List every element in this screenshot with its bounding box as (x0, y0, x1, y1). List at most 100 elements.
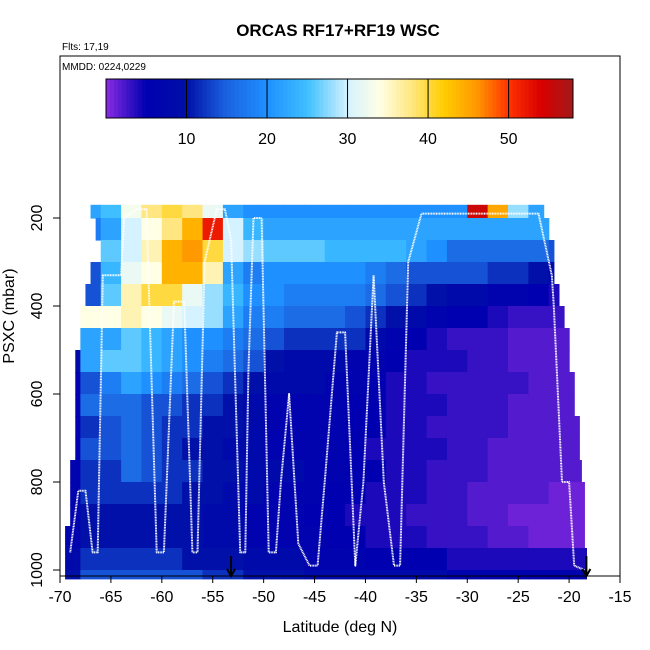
heatmap-cell (446, 548, 468, 571)
heatmap-cell (243, 284, 265, 307)
heatmap-cell (446, 570, 468, 580)
heatmap-cell (385, 240, 407, 263)
heatmap-cell (202, 394, 224, 417)
colorbar-swatch (476, 79, 481, 118)
heatmap-cell (80, 416, 102, 439)
heatmap-cell (263, 328, 285, 351)
colorbar-swatch (379, 79, 385, 118)
heatmap-cell (100, 548, 122, 571)
heatmap-cell (222, 548, 244, 571)
heatmap-cell (548, 482, 570, 505)
colorbar-swatch (436, 79, 441, 118)
heatmap-cell (467, 570, 489, 580)
chart-title: ORCAS RF17+RF19 WSC (236, 21, 440, 40)
heatmap-cell (80, 548, 102, 571)
colorbar-swatch (504, 79, 510, 118)
colorbar-swatch (246, 79, 252, 118)
colorbar-swatch (222, 79, 228, 118)
heatmap-cell (284, 262, 305, 285)
heatmap-cell (508, 240, 529, 263)
heatmap-cell (446, 504, 468, 527)
heatmap-cell (345, 204, 367, 219)
colorbar-swatch (234, 79, 240, 118)
heatmap-cell (121, 438, 143, 461)
heatmap-cell (508, 416, 529, 439)
colorbar-swatch (375, 79, 381, 118)
heatmap-cell (467, 350, 489, 373)
heatmap-cell (284, 482, 305, 505)
colorbar-swatch (540, 79, 546, 118)
colorbar-swatch (371, 79, 377, 118)
colorbar-swatch (528, 79, 534, 118)
colorbar-swatch (299, 79, 304, 118)
heatmap-cell (100, 526, 122, 549)
heatmap-cell (182, 372, 204, 395)
colorbar-swatch (198, 79, 204, 118)
colorbar-swatch (383, 79, 389, 118)
heatmap-cell (345, 526, 367, 549)
heatmap-cell (284, 328, 305, 351)
heatmap-cell (446, 438, 468, 461)
heatmap-cell (406, 438, 428, 461)
colorbar-swatch (291, 79, 296, 118)
heatmap-cell (426, 372, 448, 395)
heatmap-cell (385, 394, 407, 417)
heatmap-cell (569, 460, 582, 483)
colorbar-swatch (343, 79, 349, 118)
heatmap-cell (161, 240, 183, 263)
heatmap-cell (263, 218, 285, 241)
heatmap-cell (121, 372, 143, 395)
heatmap-cell (243, 262, 265, 285)
colorbar-swatch (106, 79, 111, 118)
colorbar-swatch (508, 79, 514, 118)
heatmap-cell (304, 328, 326, 351)
heatmap-cell (121, 284, 143, 307)
colorbar-swatch (178, 79, 183, 118)
heatmap-cell (161, 372, 183, 395)
colorbar-swatch (492, 79, 498, 118)
heatmap-cell (141, 438, 163, 461)
colorbar-swatch (162, 79, 167, 118)
heatmap-cell (70, 460, 81, 483)
heatmap-cell (446, 350, 468, 373)
heatmap-cell (487, 482, 509, 505)
heatmap-cell (406, 526, 428, 549)
colorbar-swatch (399, 79, 405, 118)
heatmap-cell (406, 306, 428, 329)
heatmap-cell (365, 526, 387, 549)
heatmap-cell (304, 306, 326, 329)
colorbar-swatch (214, 79, 220, 118)
heatmap-cell (426, 328, 448, 351)
heatmap-cell (446, 416, 468, 439)
heatmap-layer (65, 204, 587, 580)
heatmap-cell (100, 204, 122, 219)
heatmap-cell (284, 240, 305, 263)
heatmap-cell (243, 548, 265, 571)
heatmap-cell (426, 394, 448, 417)
heatmap-cell (202, 460, 224, 483)
heatmap-cell (202, 350, 224, 373)
heatmap-cell (548, 328, 570, 351)
heatmap-cell (345, 394, 367, 417)
colorbar-swatch (142, 79, 147, 118)
heatmap-cell (385, 504, 407, 527)
colorbar-swatch (524, 79, 530, 118)
colorbar-swatch (552, 79, 558, 118)
heatmap-cell (508, 350, 529, 373)
colorbar-swatch (118, 79, 123, 118)
heatmap-cell (508, 460, 529, 483)
heatmap-cell (406, 372, 428, 395)
x-tick-label: -55 (201, 589, 224, 606)
heatmap-cell (406, 504, 428, 527)
colorbar-swatch (335, 79, 340, 118)
heatmap-cell (202, 240, 224, 263)
x-tick-label: -25 (507, 589, 530, 606)
heatmap-cell (446, 394, 468, 417)
heatmap-cell (487, 438, 509, 461)
heatmap-cell (548, 372, 570, 395)
heatmap-cell (100, 350, 122, 373)
heatmap-cell (365, 204, 387, 219)
heatmap-cell (75, 394, 81, 417)
heatmap-cell (222, 218, 244, 241)
date-note: MMDD: 0224,0229 (62, 62, 146, 73)
